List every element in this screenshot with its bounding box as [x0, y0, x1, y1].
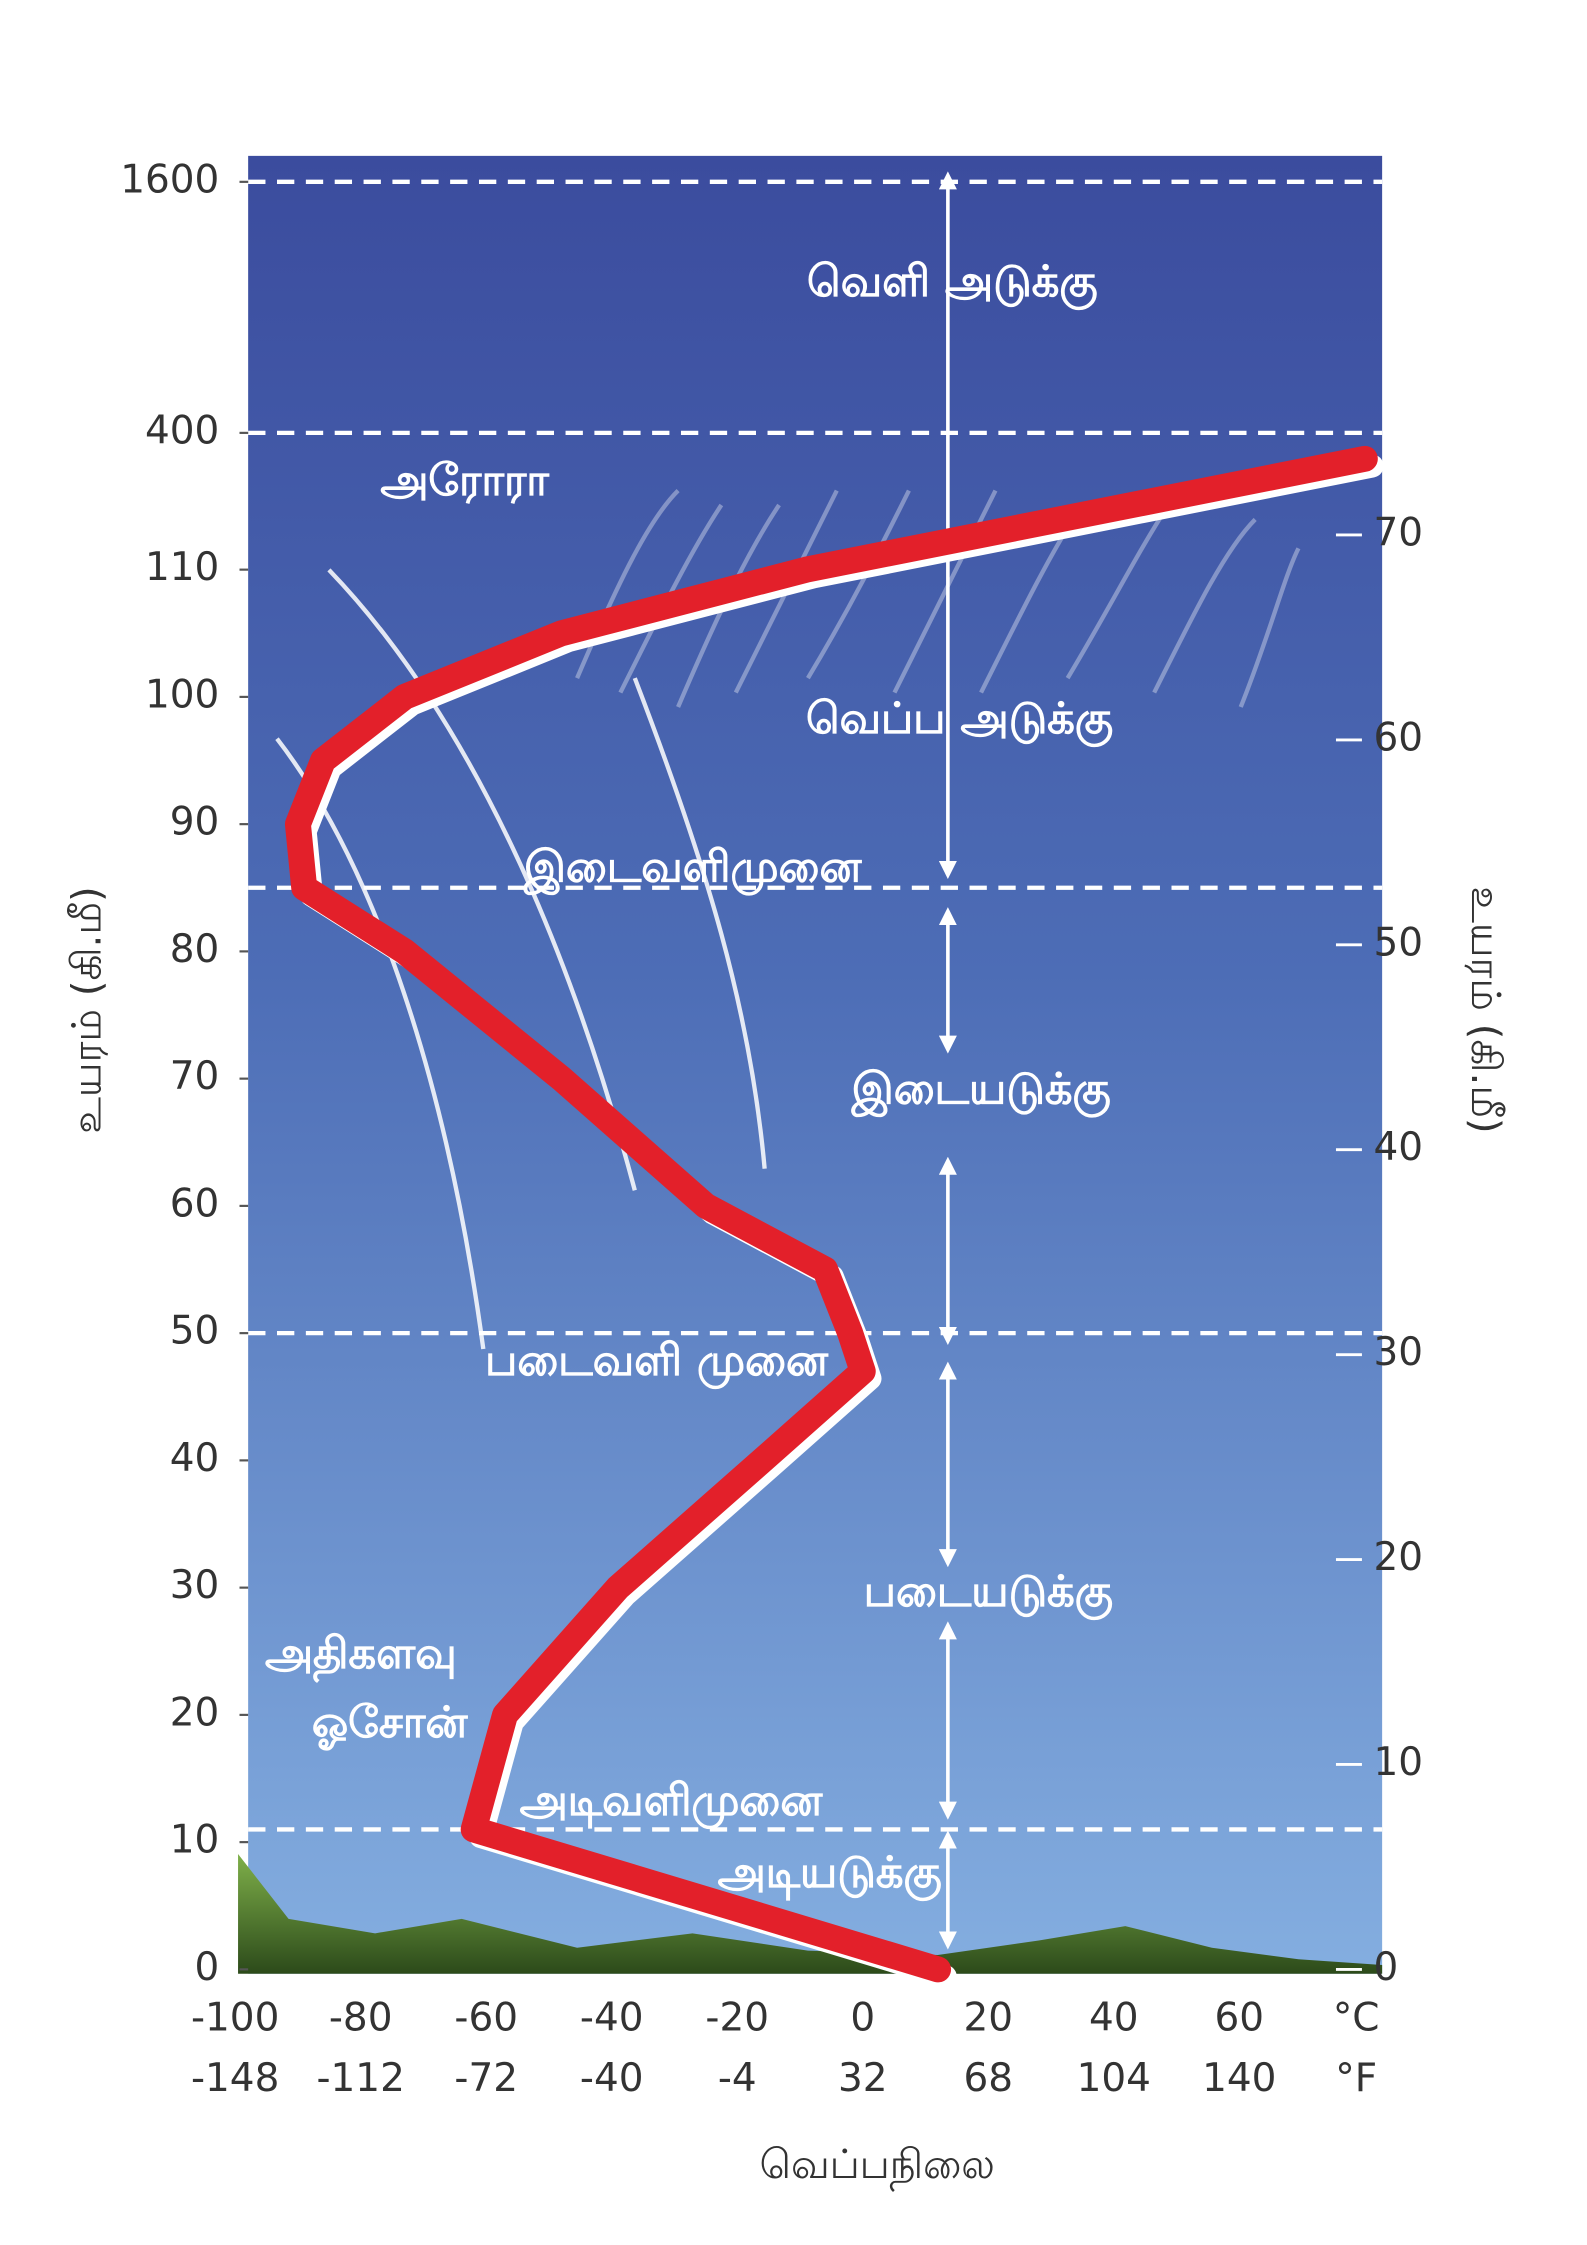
ground — [238, 1853, 1383, 1974]
y-tick-label: 20 — [170, 1690, 220, 1735]
y-tick-label: 30 — [170, 1563, 220, 1608]
y2-tick-label: 30 — [1373, 1330, 1423, 1375]
x2-tick-label: 104 — [1077, 2056, 1151, 2101]
layer-label: ஓசோன் — [312, 1698, 469, 1751]
y-axis-title: உயரம் (கி.மீ) — [63, 886, 110, 1133]
layer-label: அடியடுக்கு — [718, 1848, 942, 1901]
y-tick-label: 40 — [170, 1436, 220, 1481]
layer-label: படைவளி முனை — [485, 1336, 829, 1389]
y-tick-label: 50 — [170, 1309, 220, 1354]
y-tick-label: 1600 — [120, 157, 219, 202]
x-tick-label: -20 — [705, 1995, 769, 2040]
x2-tick-label: 68 — [963, 2056, 1013, 2101]
y2-tick-label: 50 — [1373, 920, 1423, 965]
y2-tick-label: 20 — [1373, 1535, 1423, 1580]
y-tick-label: 60 — [170, 1181, 220, 1226]
layer-label: அதிகளவு — [265, 1629, 457, 1683]
x-tick-label: -80 — [329, 1995, 393, 2040]
y-tick-label: 110 — [145, 545, 219, 590]
y2-tick-label: 10 — [1373, 1740, 1423, 1785]
y2-tick-label: 70 — [1373, 510, 1423, 555]
layer-label: வெப்ப அடுக்கு — [806, 694, 1113, 747]
y2-axis-title: உயரம் (கி.மீ) — [1462, 886, 1509, 1133]
x-tick-label: -40 — [580, 1995, 644, 2040]
layer-label: அடிவளிமுனை — [520, 1776, 824, 1829]
x2-unit: °F — [1335, 2056, 1377, 2101]
y2-tick-label: 0 — [1373, 1945, 1398, 1990]
y2-tick-label: 40 — [1373, 1125, 1423, 1170]
x-tick-label: -100 — [191, 1995, 279, 2040]
layer-label: அரோரா — [380, 456, 549, 506]
y2-tick-label: 60 — [1373, 715, 1423, 760]
temperature-line — [284, 445, 1378, 1983]
x-tick-label: 0 — [850, 1995, 875, 2040]
x2-tick-label: -4 — [718, 2056, 757, 2101]
x-unit: °C — [1333, 1995, 1380, 2040]
layer-label: இடைவளிமுனை — [523, 843, 863, 896]
x2-tick-label: -40 — [580, 2056, 644, 2101]
y-tick-label: 10 — [170, 1818, 220, 1863]
x-axis-title: வெப்பநிலை — [760, 2141, 995, 2192]
x-tick-label: -60 — [454, 1995, 518, 2040]
x2-tick-label: 140 — [1202, 2056, 1276, 2101]
y-tick-label: 80 — [170, 927, 220, 972]
plot-background — [248, 155, 1383, 1974]
x2-tick-label: -72 — [454, 2056, 518, 2101]
y-tick-label: 400 — [145, 408, 219, 453]
y-tick-label: 70 — [170, 1054, 220, 1099]
layer-label: படையடுக்கு — [864, 1567, 1113, 1620]
x2-tick-label: -112 — [316, 2056, 404, 2101]
y-tick-label: 0 — [195, 1945, 220, 1990]
y-tick-label: 90 — [170, 800, 220, 845]
layer-label: இடையடுக்கு — [851, 1065, 1111, 1118]
y-tick-label: 100 — [145, 672, 219, 717]
x-tick-label: 20 — [963, 1995, 1013, 2040]
x2-tick-label: 32 — [838, 2056, 888, 2101]
x-tick-label: 40 — [1089, 1995, 1139, 2040]
x-tick-label: 60 — [1215, 1995, 1265, 2040]
layer-label: வெளி அடுக்கு — [807, 257, 1098, 310]
x2-tick-label: -148 — [191, 2056, 279, 2101]
